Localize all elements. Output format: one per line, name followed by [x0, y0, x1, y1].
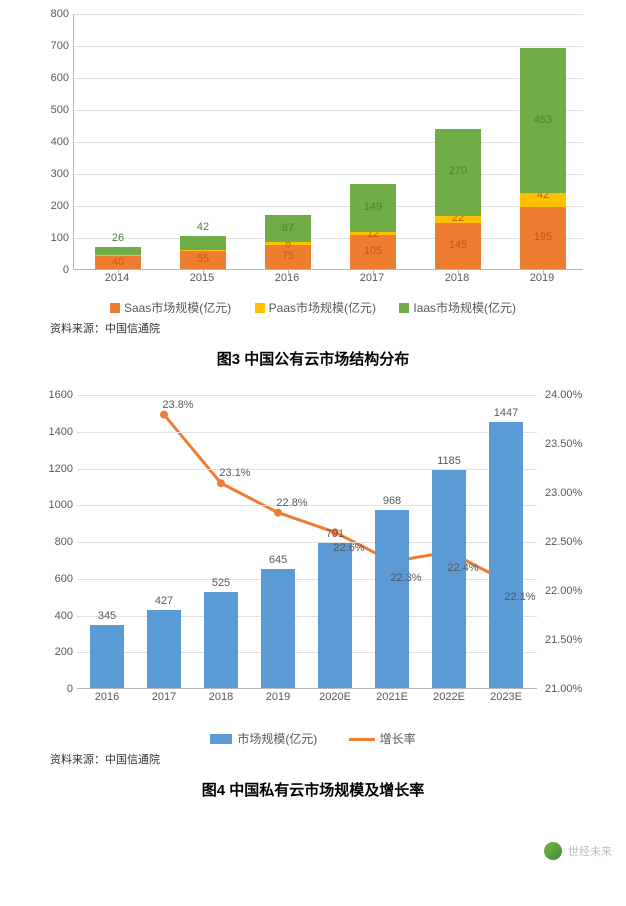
chart2-legend: 市场规模(亿元) 增长率 [23, 730, 603, 747]
x-axis-tick: 2017 [360, 272, 384, 284]
x-axis-tick: 2023E [490, 691, 522, 703]
y-axis-tick: 100 [37, 232, 69, 244]
line-value-label: 22.1% [504, 591, 535, 603]
y-axis-left-tick: 1600 [39, 389, 73, 401]
line-value-label: 22.4% [447, 562, 478, 574]
x-axis-tick: 2016 [275, 272, 299, 284]
legend-item-market-size: 市场规模(亿元) [210, 730, 317, 747]
x-axis-tick: 2017 [152, 691, 176, 703]
private-cloud-bar-line-chart: 市场规模(亿元) 增长率 0 200 400 600 800 1000 1200 1400 16… [23, 387, 603, 747]
y-axis-tick: 600 [37, 72, 69, 84]
y-axis-right-tick: 22.00% [545, 585, 593, 597]
legend-label: Saas市场规模(亿元) [124, 301, 231, 315]
x-axis-tick: 2018 [445, 272, 469, 284]
y-axis-right-tick: 21.50% [545, 634, 593, 646]
bar-2020E [318, 543, 352, 688]
chart2-source: 资料来源：中国信通院 [0, 747, 626, 767]
chart1-legend: Saas市场规模(亿元) Paas市场规模(亿元) Iaas市场规模(亿元) [23, 299, 603, 316]
bar-value-label: 427 [155, 595, 173, 607]
bar-2021E [375, 510, 409, 688]
bar-value-label: 345 [98, 610, 116, 622]
legend-label: Iaas市场规模(亿元) [413, 301, 516, 315]
bar-2016 [90, 625, 124, 688]
line-value-label: 23.1% [219, 467, 250, 479]
y-axis-left-tick: 0 [39, 683, 73, 695]
watermark: 世经未来 [544, 842, 612, 860]
y-axis-tick: 700 [37, 40, 69, 52]
bar-2017 [147, 610, 181, 688]
watermark-text: 世经未来 [568, 843, 612, 859]
line-value-label: 23.8% [162, 399, 193, 411]
bar-value-label: 1185 [437, 455, 461, 467]
x-axis-tick: 2014 [105, 272, 129, 284]
legend-label: 市场规模(亿元) [237, 732, 317, 746]
x-axis-tick: 2019 [530, 272, 554, 284]
line-value-label: 22.3% [390, 572, 421, 584]
legend-item-paas: Paas市场规模(亿元) [255, 299, 376, 316]
y-axis-tick: 500 [37, 104, 69, 116]
chart1-plot-area: 4026554275887105121491452227019542453 [73, 14, 583, 270]
bar-value-label: 968 [383, 495, 401, 507]
y-axis-left-tick: 1000 [39, 499, 73, 511]
bar-value-label: 525 [212, 577, 230, 589]
y-axis-right-tick: 22.50% [545, 536, 593, 548]
y-axis-tick: 200 [37, 200, 69, 212]
legend-item-iaas: Iaas市场规模(亿元) [399, 299, 516, 316]
y-axis-left-tick: 200 [39, 646, 73, 658]
bar-2018 [204, 592, 238, 688]
x-axis-tick: 2016 [95, 691, 119, 703]
legend-label: Paas市场规模(亿元) [269, 301, 376, 315]
chart1-caption: 图3 中国公有云市场结构分布 [0, 336, 626, 387]
chart1-source: 资料来源：中国信通院 [0, 316, 626, 336]
bar-2022E [432, 470, 466, 688]
chart2-caption: 图4 中国私有云市场规模及增长率 [0, 767, 626, 818]
public-cloud-stacked-bar-chart: 4026554275887105121491452227019542453 Sa… [23, 6, 603, 316]
y-axis-left-tick: 400 [39, 610, 73, 622]
y-axis-tick: 400 [37, 136, 69, 148]
y-axis-left-tick: 800 [39, 536, 73, 548]
y-axis-left-tick: 1200 [39, 463, 73, 475]
y-axis-right-tick: 23.00% [545, 487, 593, 499]
bar-value-label: 645 [269, 554, 287, 566]
legend-item-growth-rate: 增长率 [349, 730, 416, 747]
x-axis-tick: 2022E [433, 691, 465, 703]
chart2-plot-area [77, 395, 537, 689]
x-axis-tick: 2019 [266, 691, 290, 703]
x-axis-tick: 2021E [376, 691, 408, 703]
bar-value-label: 1447 [494, 407, 518, 419]
y-axis-right-tick: 23.50% [545, 438, 593, 450]
y-axis-left-tick: 1400 [39, 426, 73, 438]
x-axis-tick: 2020E [319, 691, 351, 703]
legend-item-saas: Saas市场规模(亿元) [110, 299, 231, 316]
y-axis-tick: 0 [37, 264, 69, 276]
line-value-label: 22.6% [333, 542, 364, 554]
bar-2019 [261, 569, 295, 688]
y-axis-tick: 300 [37, 168, 69, 180]
y-axis-tick: 800 [37, 8, 69, 20]
x-axis-tick: 2015 [190, 272, 214, 284]
legend-label: 增长率 [380, 732, 416, 746]
y-axis-right-tick: 24.00% [545, 389, 593, 401]
bar-2023E [489, 422, 523, 688]
x-axis-tick: 2018 [209, 691, 233, 703]
line-value-label: 22.8% [276, 497, 307, 509]
watermark-icon [544, 842, 562, 860]
y-axis-right-tick: 21.00% [545, 683, 593, 695]
bar-value-label: 791 [326, 528, 344, 540]
y-axis-left-tick: 600 [39, 573, 73, 585]
